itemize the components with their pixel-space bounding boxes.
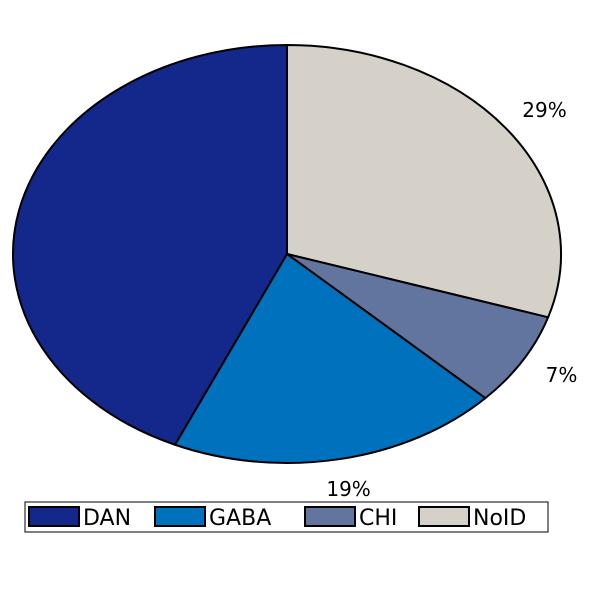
legend-item-chi: CHI [304,506,397,531]
pie-slices [12,44,562,464]
pie-slice-dan [12,44,288,446]
legend-label-noid: NoID [473,506,526,531]
pie-label-gaba: 19% [326,477,370,501]
pie-label-chi: 7% [546,363,578,387]
pie-percent-labels: 29%7%19%42% [326,98,578,501]
legend-label-chi: CHI [359,506,397,531]
legend: DAN GABA CHI NoID [24,501,549,533]
legend-swatch-noid [418,506,470,527]
legend-swatch-gaba [154,506,206,527]
legend-label-gaba: GABA [209,506,271,531]
legend-item-dan: DAN [28,506,131,531]
pie-slice-gaba [174,253,487,464]
legend-item-gaba: GABA [154,506,271,531]
pie-slice-chi [286,253,550,400]
pie-label-noid: 29% [522,98,566,122]
pie-slice-noid [286,44,562,319]
legend-swatch-chi [304,506,356,527]
legend-item-noid: NoID [418,506,526,531]
legend-swatch-dan [28,506,80,527]
legend-label-dan: DAN [83,506,131,531]
